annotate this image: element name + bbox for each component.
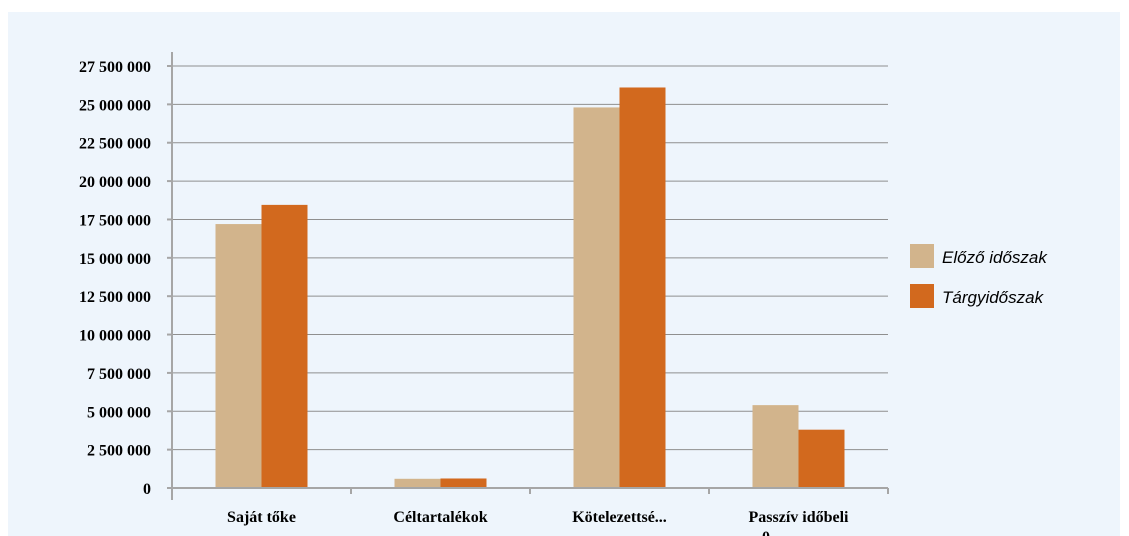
y-tick-label: 15 000 000	[79, 251, 151, 268]
y-tick-label: 25 000 000	[79, 97, 151, 114]
bars	[215, 87, 845, 489]
y-tick-labels: 0 2 500 000 5 000 000 7 500 000 10 000 000 12…	[79, 59, 151, 498]
y-tick-label: 22 500 000	[79, 136, 151, 153]
bar-current-period	[798, 429, 845, 488]
y-tick-label: 2 500 000	[87, 443, 151, 460]
x-category-label: Passzív időbeli	[748, 509, 849, 526]
y-tick-label: 10 000 000	[79, 328, 151, 345]
y-tick-label: 20 000 000	[79, 174, 151, 191]
bar-previous-period	[752, 405, 799, 488]
x-category-labels: Saját tőke Céltartalékok Kötelezettsé... Pa…	[227, 509, 849, 526]
bar-current-period	[619, 87, 666, 488]
y-tick-label: 7 500 000	[87, 366, 151, 383]
y-tick-label: 0	[143, 481, 151, 498]
chart-background	[8, 12, 1120, 536]
bar-current-period	[261, 204, 308, 489]
x-category-label: Céltartalékok	[393, 509, 487, 526]
y-tick-label: 5 000 000	[87, 404, 151, 421]
y-tick-label: 27 500 000	[79, 59, 151, 76]
x-category-label: Saját tőke	[227, 509, 296, 526]
bar-previous-period	[394, 478, 441, 488]
legend-swatch	[910, 284, 934, 308]
legend-swatch	[910, 244, 934, 268]
bar-previous-period	[573, 107, 620, 488]
bar-current-period	[440, 478, 487, 488]
x-category-label: Kötelezettsé...	[572, 509, 667, 526]
y-tick-label: 17 500 000	[79, 212, 151, 229]
stray-mark: 0	[762, 529, 770, 536]
bar-previous-period	[215, 224, 262, 489]
legend-label: Előző időszak	[942, 248, 1048, 267]
y-tick-label: 12 500 000	[79, 289, 151, 306]
legend-label: Tárgyidőszak	[942, 288, 1045, 307]
axes	[167, 52, 889, 500]
legend: Előző időszak Tárgyidőszak	[910, 244, 1048, 308]
